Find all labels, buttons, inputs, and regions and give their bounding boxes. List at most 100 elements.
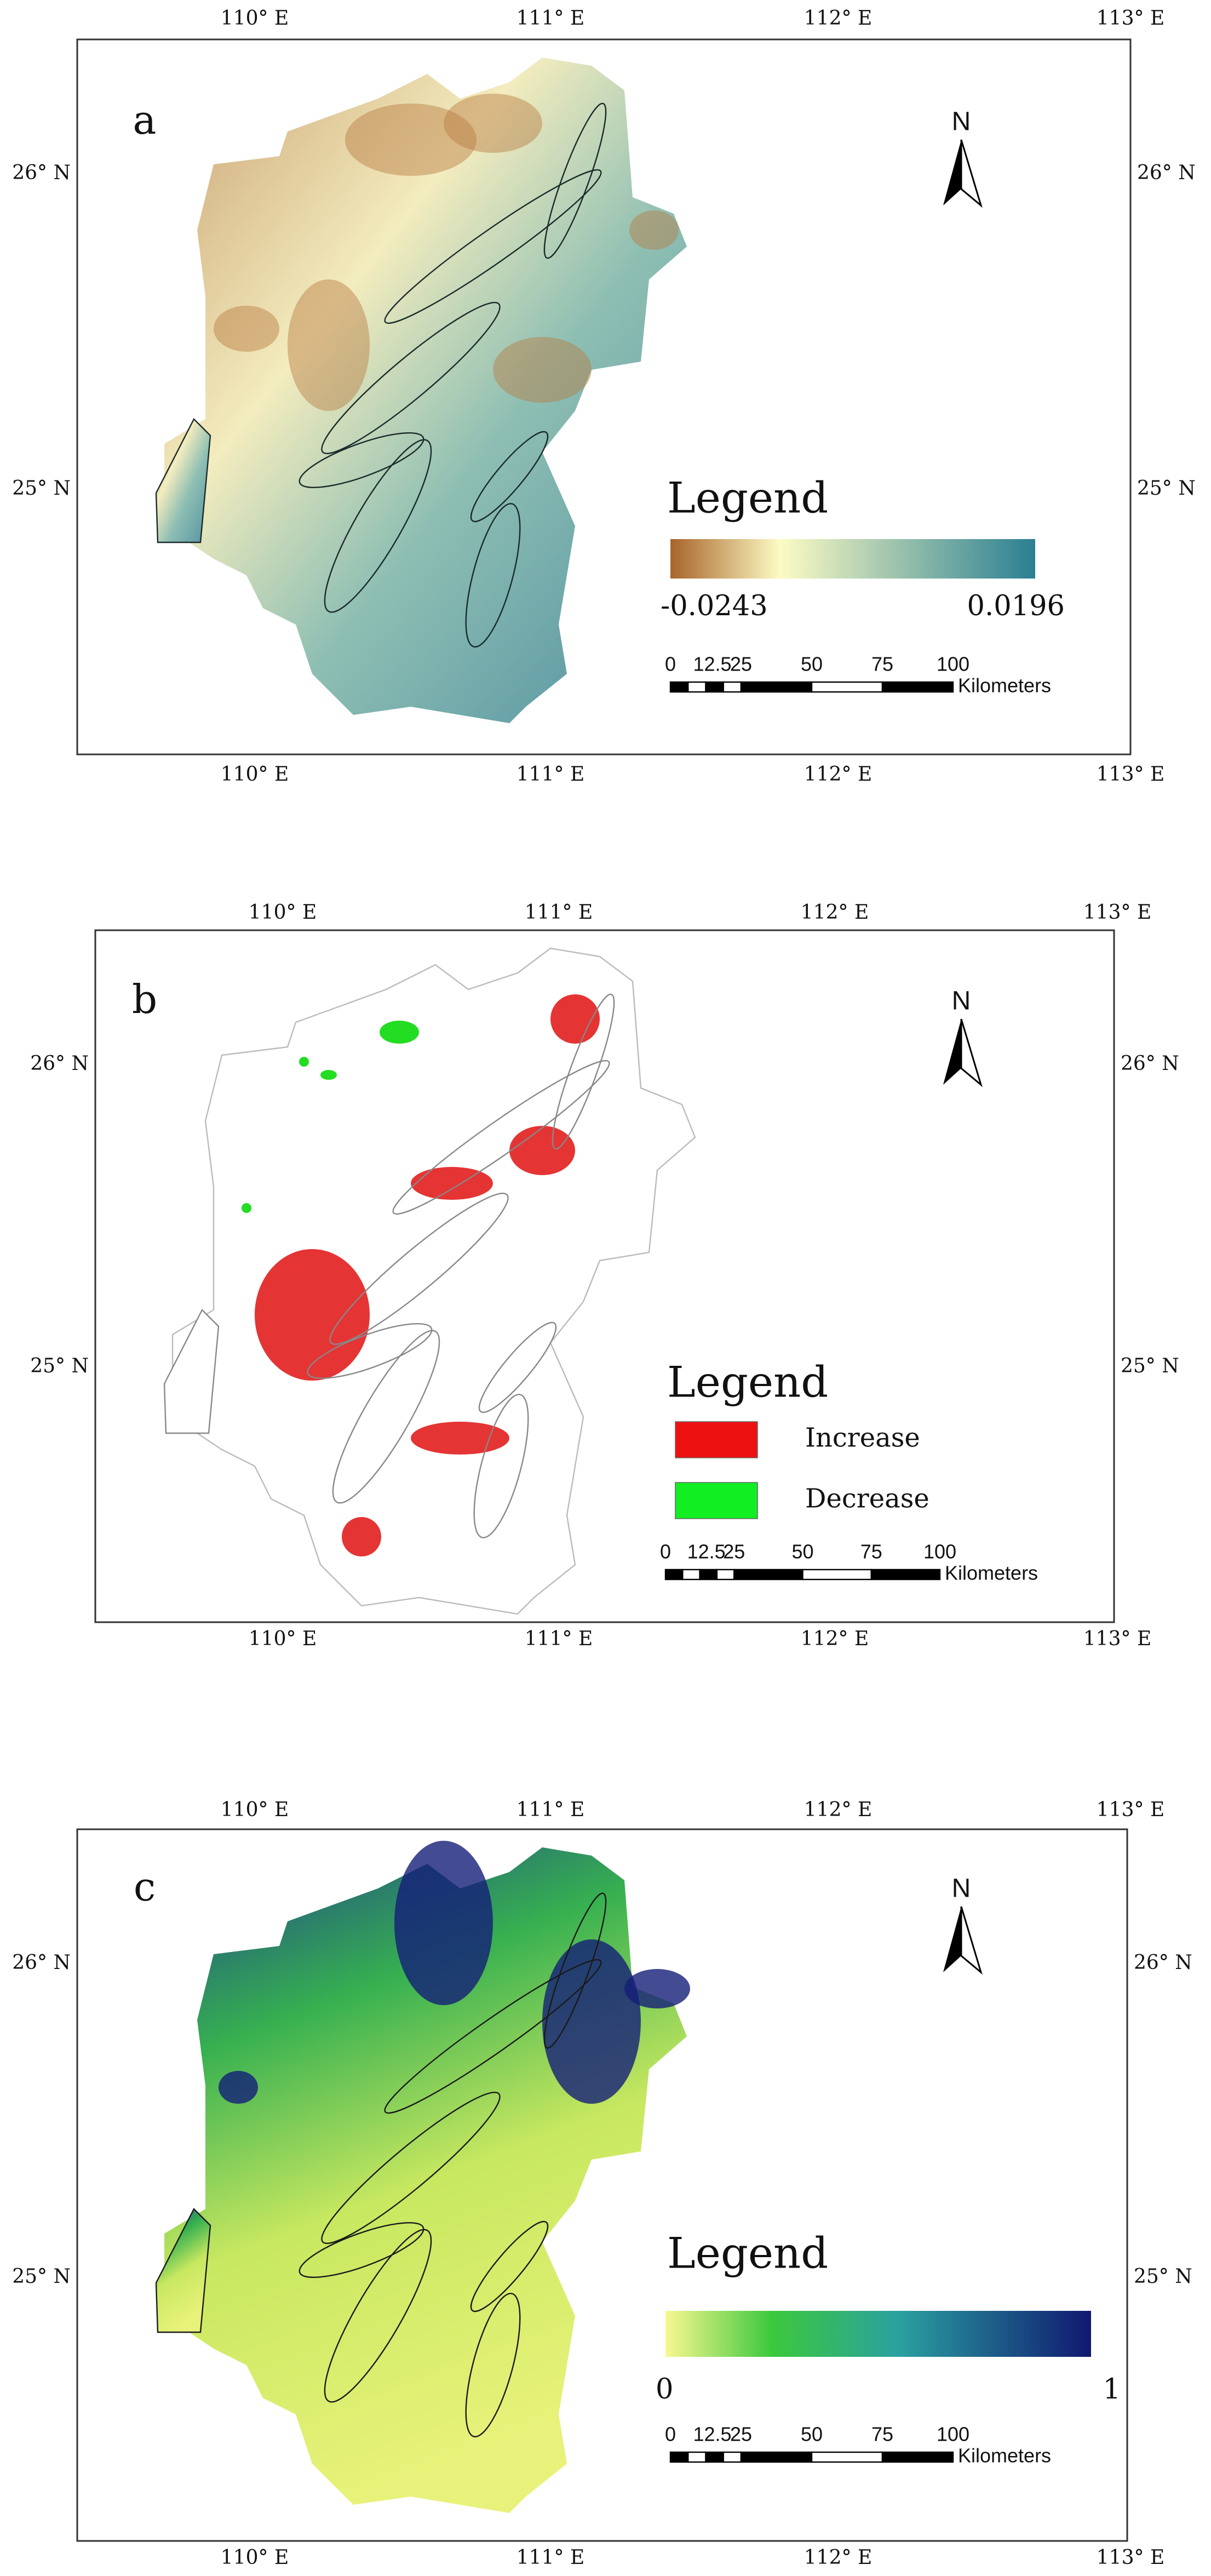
map-panel: 110° E 110° E 111° E 111° E 112° E 112° E 113°… [12,1799,1192,2569]
scale-bar-segment [682,1569,701,1581]
high-patch [542,1939,641,2104]
karst-contour [543,102,607,259]
terrain-patch [629,210,679,250]
longitude-label: 111° E [525,1628,593,1650]
north-arrow-right [960,1018,983,1087]
latitude-label: 26° N [30,1052,89,1075]
legend-color-bar [670,539,1035,579]
karst-contour [465,503,521,648]
latitude-label: 26° N [12,162,71,184]
latitude-label: 25° N [12,477,71,500]
karst-contour [321,2092,501,2244]
panel-label: a [133,97,157,143]
longitude-label: 112° E [801,901,869,924]
longitude-label: 112° E [801,1628,869,1650]
scale-bar-label: 50 [801,2423,823,2446]
longitude-label: 111° E [516,1799,584,1821]
decrease-patch [242,1203,251,1213]
scale-bar-segment [740,2451,813,2463]
longitude-label: 112° E [804,1799,872,1821]
study-area-west [155,2207,211,2333]
study-area [164,58,687,724]
karst-contour [470,2220,549,2312]
map-panel: 110° E 110° E 111° E 111° E 112° E 112° E 113°… [30,901,1179,1650]
scale-bar-label: 25 [730,653,752,676]
longitude-label: 113° E [1097,763,1164,786]
north-arrow-left [943,140,961,206]
scale-bar-unit: Kilometers [958,2445,1051,2467]
legend-min: 0 [656,2373,673,2406]
latitude-label: 26° N [1137,162,1196,184]
longitude-label: 111° E [516,2546,584,2569]
north-arrow-right [960,1906,983,1975]
karst-contour [552,993,615,1150]
karst-contour [478,1321,557,1413]
increase-patch [550,994,600,1044]
scale-bar-segment [669,2451,689,2463]
scale-bar-segment [705,2451,724,2463]
longitude-label: 112° E [804,763,872,786]
high-patch [624,1969,690,2009]
scale-bar-segment [733,1569,803,1581]
longitude-label: 110° E [221,1799,289,1821]
scale-bar-label: 100 [937,653,969,676]
scale-bar-segment [664,1569,684,1581]
longitude-label: 113° E [1083,901,1151,924]
legend-max: 1 [1103,2373,1121,2406]
scale-bar-segment [705,681,724,693]
increase-patch [411,1167,493,1200]
high-patch [394,1841,493,2006]
longitude-label: 110° E [249,1628,317,1650]
legend-title: Legend [667,2229,828,2279]
scale-bar-label: 12.5 [693,2423,731,2446]
scale-bar-segment [881,681,954,693]
study-area [171,947,696,1615]
legend-title: Legend [667,474,828,523]
longitude-label: 112° E [804,2546,872,2569]
study-area-west [155,417,211,543]
legend-swatch [675,1482,758,1519]
decrease-patch [320,1070,337,1080]
scale-bar-segment [802,1569,872,1581]
scale-bar-label: 50 [791,1541,813,1563]
terrain-patch [493,337,592,403]
latitude-label: 25° N [30,1355,89,1377]
longitude-label: 110° E [221,763,289,786]
latitude-label: 25° N [1134,2265,1192,2288]
panel-label: b [132,976,157,1022]
scale-bar-segment [811,681,883,693]
karst-contour [324,2229,432,2403]
north-label: N [952,107,971,136]
scale-bar-segment [722,2451,742,2463]
longitude-label: 110° E [249,901,317,924]
karst-contour [324,439,432,613]
longitude-label: 113° E [1097,2546,1164,2569]
scale-bar-segment [716,1569,735,1581]
longitude-label: 111° E [516,7,584,30]
study-area-west [163,1308,220,1434]
karst-contour [307,1323,433,1379]
karst-contour [473,1394,529,1538]
legend-color-bar [665,2311,1091,2357]
scale-bar-segment [811,2451,883,2463]
increase-patch [255,1249,370,1381]
karst-contour [543,1892,607,2049]
north-arrow-left [943,1019,961,1085]
karst-contour [299,2222,424,2278]
latitude-label: 25° N [1137,477,1196,500]
scale-bar-label: 25 [723,1541,745,1563]
legend-title: Legend [667,1358,828,1407]
longitude-label: 111° E [525,901,593,924]
north-label: N [952,1874,971,1903]
terrain-patch [288,279,370,411]
decrease-patch [380,1021,419,1044]
longitude-label: 113° E [1083,1628,1151,1650]
longitude-label: 113° E [1097,7,1164,30]
legend-item-label: Decrease [805,1484,929,1514]
scale-bar-label: 75 [871,653,893,676]
scale-bar-segment [687,2451,707,2463]
increase-patch [509,1126,575,1176]
latitude-label: 25° N [12,2265,71,2288]
